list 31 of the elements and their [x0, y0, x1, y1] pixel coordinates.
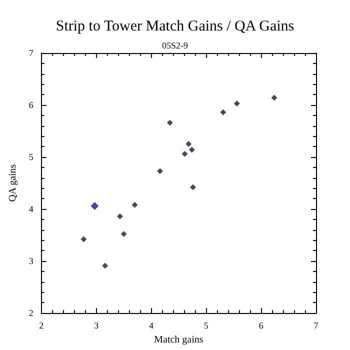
point: [120, 231, 127, 238]
point: [166, 120, 173, 126]
point: [186, 141, 192, 148]
point: [90, 202, 99, 210]
x-tick-label: 2: [39, 320, 44, 331]
y-tick-label: 3: [28, 256, 34, 266]
point: [132, 202, 138, 208]
y-tick-label: 5: [28, 152, 34, 162]
point: [220, 109, 226, 116]
point: [80, 236, 87, 242]
chart-title: Strip to Tower Match Gains / QA Gains: [56, 18, 294, 34]
point: [157, 168, 164, 174]
y-tick-label: 6: [28, 100, 34, 110]
y-axis-title: QA gains: [8, 164, 18, 202]
x-axis-title: Match gains: [154, 334, 204, 346]
point: [234, 100, 240, 106]
y-tick-label: 7: [28, 48, 34, 58]
point: [182, 150, 188, 157]
x-tick-label: 3: [94, 320, 100, 331]
x-tick-label: 6: [258, 320, 264, 331]
point: [102, 262, 108, 269]
x-tick-label: 5: [204, 320, 209, 331]
y-tick-label: 4: [28, 204, 34, 214]
x-tick-label: 4: [148, 320, 154, 331]
chart-subtitle: 05S2-9: [162, 40, 188, 50]
point: [116, 213, 123, 220]
x-tick-label: 7: [314, 320, 319, 331]
y-tick-label: 2: [28, 308, 34, 318]
point: [188, 146, 195, 153]
point: [271, 94, 278, 101]
point: [190, 184, 196, 190]
